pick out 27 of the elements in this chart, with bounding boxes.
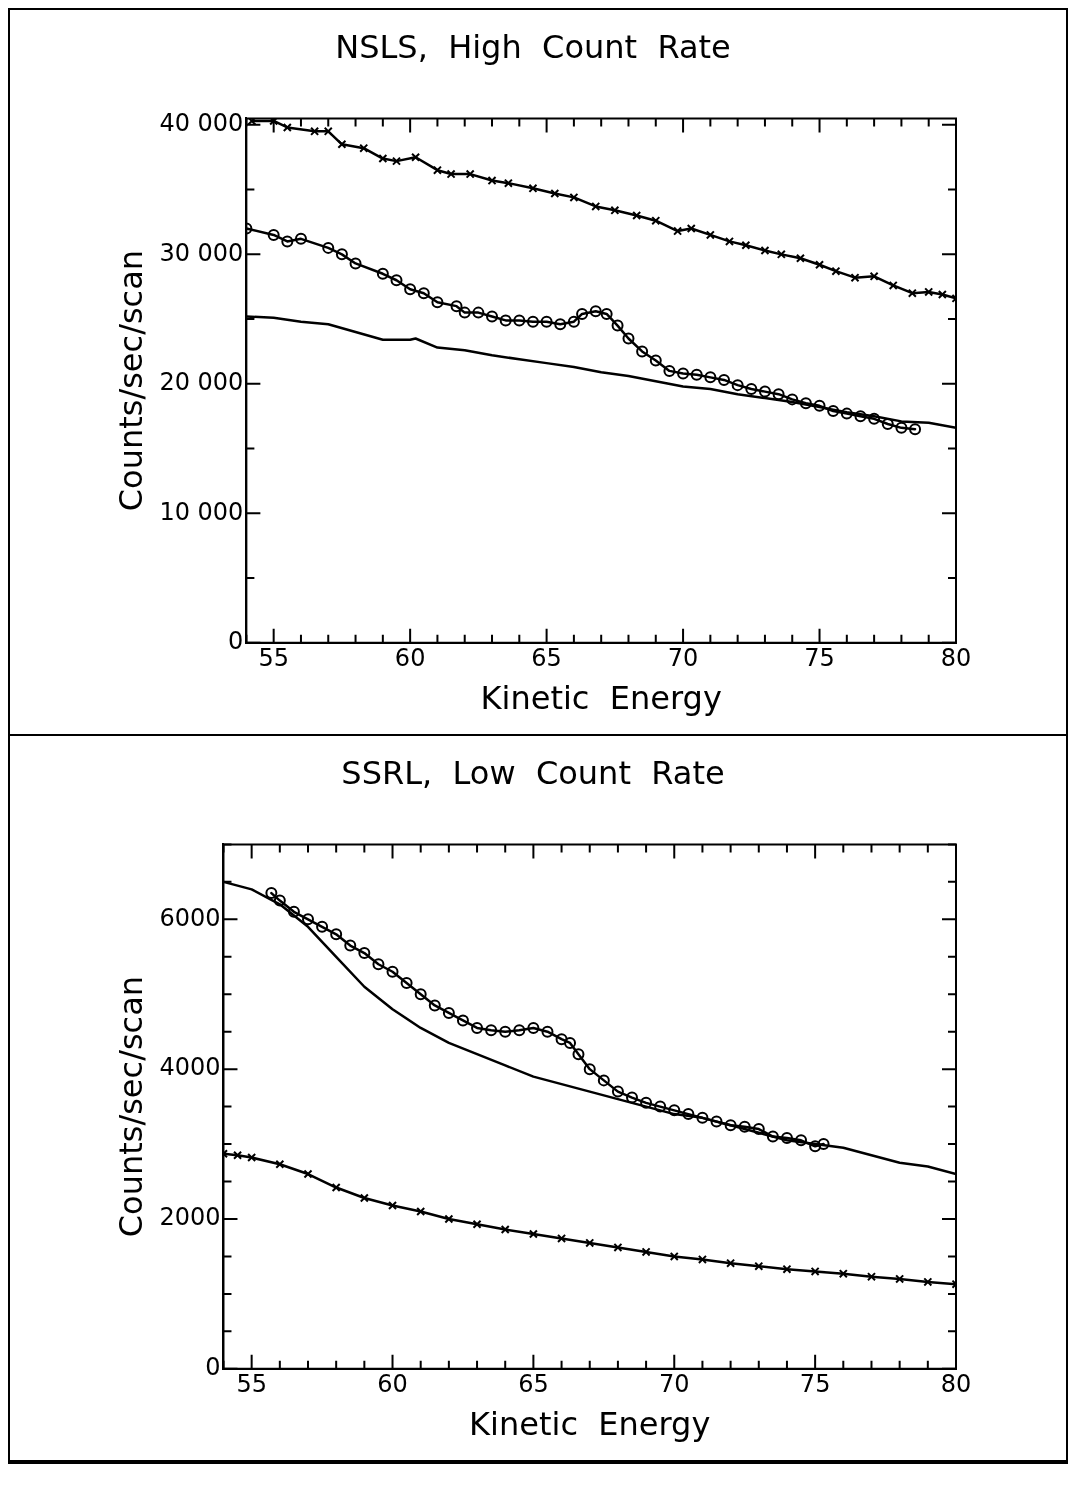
chart-title: NSLS, High Count Rate	[335, 27, 731, 66]
y-tick-label: 30 000	[159, 238, 244, 267]
x-axis-title: Kinetic Energy	[469, 1405, 711, 1444]
y-tick-label: 6000	[159, 903, 221, 932]
y-tick-label: 10 000	[159, 497, 244, 526]
x-tick-label: 55	[236, 1370, 267, 1399]
y-axis-title: Counts/sec/scan	[111, 249, 150, 512]
x-tick-label: 80	[940, 644, 972, 673]
x-tick-label: 60	[377, 1370, 408, 1399]
x-tick-label: 65	[531, 644, 562, 673]
x-tick-label: 70	[667, 644, 699, 673]
x-tick-label: 65	[518, 1370, 549, 1399]
x-tick-label: 75	[799, 1370, 831, 1399]
y-tick-label: 20 000	[159, 368, 244, 397]
chart-title: SSRL, Low Count Rate	[341, 753, 725, 792]
y-axis-title: Counts/sec/scan	[111, 975, 150, 1238]
x-axis-title: Kinetic Energy	[480, 679, 722, 718]
y-tick-label: 0	[228, 627, 244, 656]
x-tick-label: 60	[394, 644, 426, 673]
x-tick-label: 55	[258, 644, 289, 673]
y-tick-label: 40 000	[159, 109, 244, 138]
y-tick-label: 2000	[159, 1203, 221, 1232]
x-tick-label: 80	[940, 1370, 972, 1399]
x-tick-label: 70	[658, 1370, 690, 1399]
y-tick-label: 0	[205, 1353, 221, 1382]
x-tick-label: 75	[804, 644, 835, 673]
y-tick-label: 4000	[159, 1053, 221, 1082]
